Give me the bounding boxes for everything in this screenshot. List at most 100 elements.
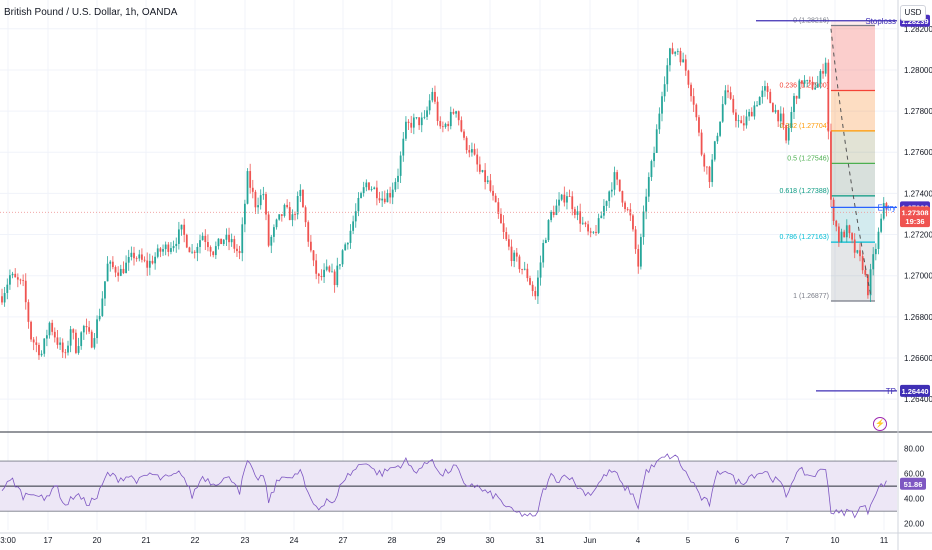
candle-body: [368, 182, 370, 190]
candle-body: [859, 250, 861, 257]
candle-body: [177, 229, 180, 244]
candle-body: [236, 248, 238, 252]
fib-zone: [830, 25, 875, 91]
candle-body: [819, 71, 822, 84]
candle-body: [771, 103, 774, 113]
candle-body: [544, 240, 547, 243]
candle-body: [304, 207, 307, 223]
candle-body: [848, 225, 851, 234]
candle-body: [600, 215, 603, 219]
candle-body: [9, 275, 11, 285]
candle-body: [375, 187, 378, 199]
candle-body: [180, 224, 183, 230]
candle-body: [782, 113, 785, 126]
price-tag-label: 1.26440: [901, 387, 928, 396]
candle-body: [518, 256, 521, 270]
candle-body: [566, 196, 568, 203]
candle-body: [843, 231, 846, 238]
candle-body: [288, 207, 291, 221]
candle-body: [563, 194, 566, 203]
candle-body: [719, 121, 721, 136]
candle-body: [676, 50, 679, 52]
level-label: Stoploss: [865, 17, 896, 26]
candle-body: [35, 342, 38, 345]
candle-body: [727, 90, 729, 93]
candle-body: [494, 195, 497, 203]
candle-body: [745, 116, 748, 126]
time-tick-label: 21: [142, 536, 151, 545]
candle-body: [647, 177, 650, 197]
candle-body: [48, 322, 51, 336]
candle-body: [88, 327, 91, 332]
candle-body: [346, 242, 349, 245]
candle-body: [130, 252, 133, 257]
candle-body: [613, 172, 616, 190]
candle-body: [872, 254, 875, 270]
candle-body: [637, 249, 640, 267]
candle-body: [220, 238, 223, 245]
candle-body: [410, 122, 413, 128]
fib-zone: [830, 163, 875, 196]
candle-body: [27, 302, 30, 322]
candle-body: [381, 198, 384, 201]
candle-body: [24, 280, 27, 303]
candle-body: [867, 274, 869, 296]
price-tag-label: 1.27308: [901, 208, 928, 217]
candle-body: [489, 180, 492, 191]
candle-body: [307, 222, 310, 242]
candle-body: [624, 202, 626, 210]
time-tick-label: 29: [437, 536, 446, 545]
rsi-tick-label: 20.00: [904, 520, 925, 529]
candle-body: [275, 219, 278, 228]
candle-body: [6, 284, 9, 293]
candle-body: [56, 337, 59, 345]
candle-body: [405, 121, 407, 139]
candle-body: [605, 201, 608, 206]
candle-body: [143, 259, 146, 261]
candle-body: [201, 235, 204, 241]
candle-body: [748, 111, 751, 117]
candle-body: [716, 135, 719, 142]
candle-body: [315, 260, 318, 274]
candle-body: [204, 235, 207, 242]
candle-body: [309, 241, 312, 251]
candle-body: [183, 224, 186, 235]
candle-body: [560, 194, 563, 200]
candle-body: [740, 120, 743, 124]
candle-body: [581, 222, 584, 224]
candle-body: [45, 335, 48, 339]
candle-body: [497, 202, 500, 214]
candle-body: [484, 170, 487, 183]
lightning-icon[interactable]: ⚡: [873, 417, 887, 431]
candle-body: [621, 191, 624, 203]
candle-body: [632, 215, 634, 230]
candle-body: [579, 211, 582, 224]
candle-body: [547, 220, 550, 241]
candle-body: [753, 105, 756, 117]
time-tick-label: 7: [785, 536, 790, 545]
candle-body: [653, 152, 655, 162]
fib-level-label: 0.382 (1.27704): [780, 123, 829, 130]
currency-button[interactable]: USD: [900, 5, 926, 21]
price-tick-label: 1.26800: [904, 313, 932, 322]
price-tick-label: 1.28000: [904, 66, 932, 75]
candle-body: [769, 91, 772, 104]
candle-body: [874, 248, 877, 255]
candle-body: [3, 292, 6, 303]
candle-body: [19, 279, 22, 281]
candle-body: [222, 239, 225, 245]
candle-body: [584, 222, 587, 225]
candle-body: [133, 252, 135, 259]
candle-body: [164, 244, 167, 250]
time-tick-label: 5: [686, 536, 691, 545]
candle-body: [16, 277, 19, 280]
candle-body: [378, 198, 381, 201]
candle-body: [608, 191, 611, 202]
candle-body: [735, 112, 737, 121]
candle-body: [513, 252, 516, 262]
candle-body: [447, 123, 450, 127]
candle-body: [523, 268, 526, 270]
time-tick-label: 30: [486, 536, 495, 545]
price-tag-label: 19:36: [905, 217, 924, 226]
